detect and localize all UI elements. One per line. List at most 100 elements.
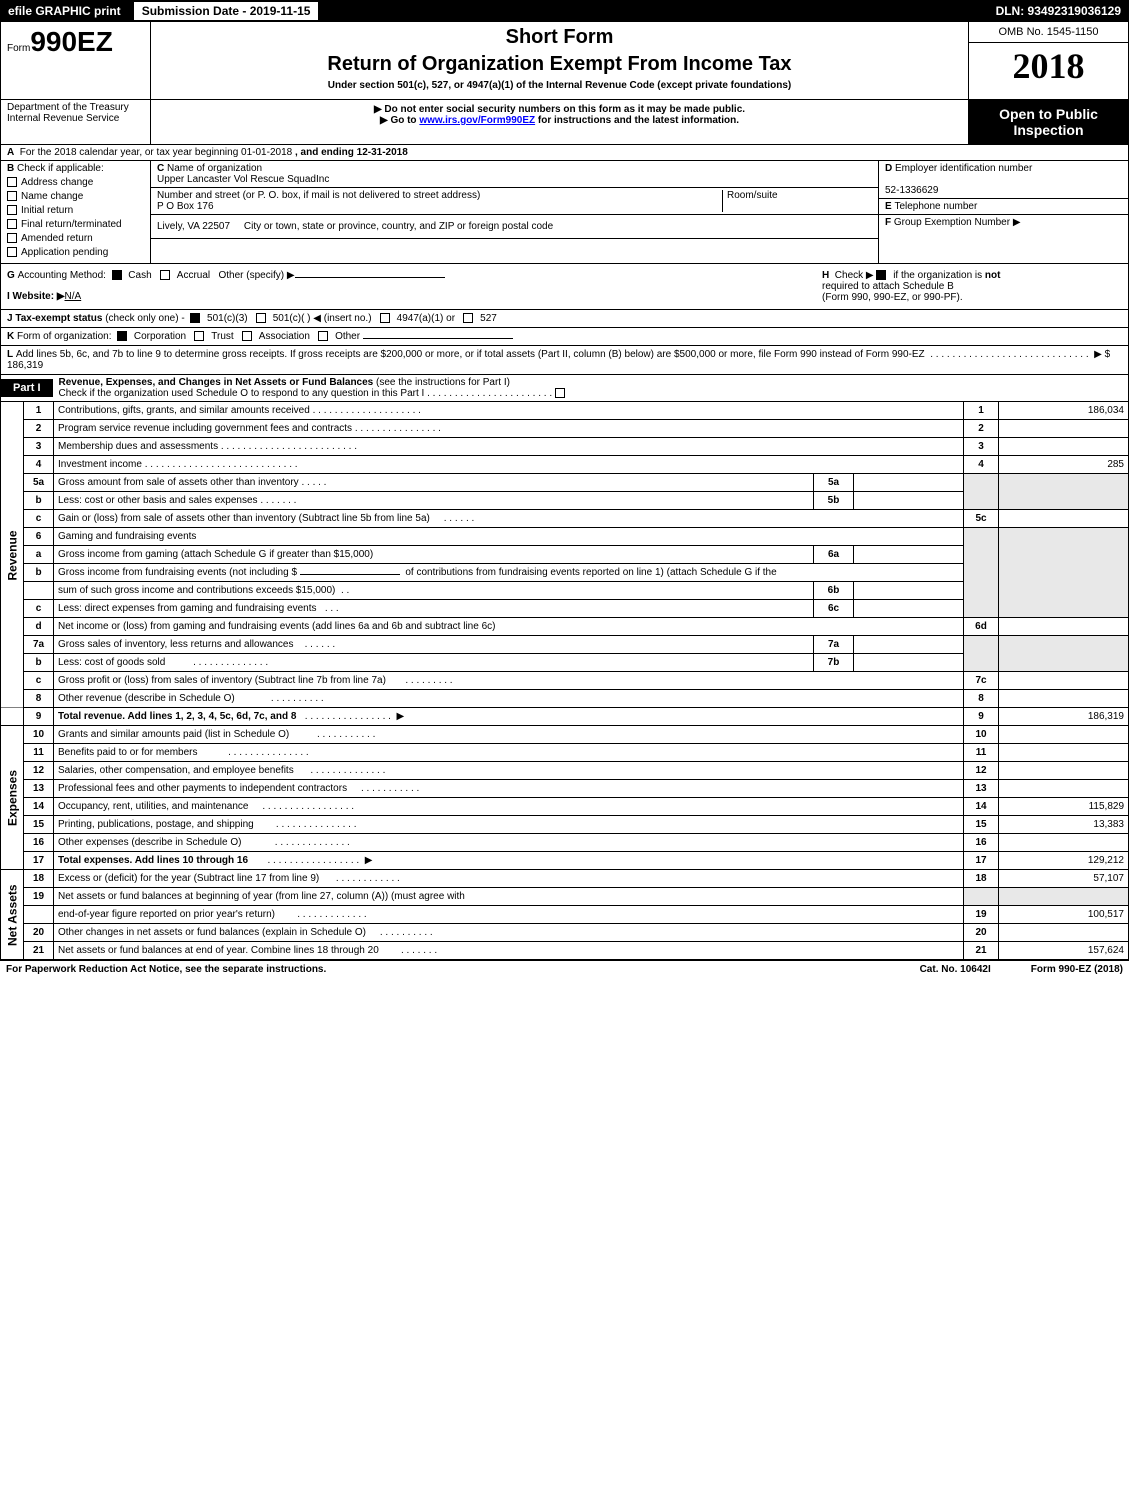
form-number: 990EZ: [30, 26, 113, 57]
submission-date: Submission Date - 2019-11-15: [133, 1, 320, 21]
j-opt1: 501(c)(3): [207, 313, 248, 324]
chk-label-1: Name change: [21, 191, 83, 202]
ln2-ln: 2: [964, 420, 999, 438]
section-j: J Tax-exempt status (check only one) - 5…: [0, 310, 1129, 328]
ln1-desc: Contributions, gifts, grants, and simila…: [58, 405, 310, 416]
acct-method: Accounting Method:: [18, 270, 106, 281]
dept-row: Department of the Treasury Internal Reve…: [0, 100, 1129, 145]
l-label: L: [7, 349, 13, 360]
line-14: 14 Occupancy, rent, utilities, and maint…: [1, 798, 1129, 816]
checkbox-corporation[interactable]: [117, 331, 127, 341]
under-section: Under section 501(c), 527, or 4947(a)(1)…: [155, 80, 964, 91]
k-trust: Trust: [211, 331, 233, 342]
dept-line2: Internal Revenue Service: [7, 113, 144, 124]
ln11-num: 11: [24, 744, 54, 762]
checkbox-accrual[interactable]: [160, 270, 170, 280]
dept-treasury: Department of the Treasury Internal Reve…: [1, 100, 151, 144]
checkbox-association[interactable]: [242, 331, 252, 341]
header-right: OMB No. 1545-1150 2018: [968, 22, 1128, 99]
ln6-num: 6: [24, 528, 54, 546]
checkbox-other-org[interactable]: [318, 331, 328, 341]
line-5a: 5a Gross amount from sale of assets othe…: [1, 474, 1129, 492]
line-20: 20 Other changes in net assets or fund b…: [1, 924, 1129, 942]
line-5c: c Gain or (loss) from sale of assets oth…: [1, 510, 1129, 528]
ln10-val: [999, 726, 1129, 744]
checkbox-initial-return[interactable]: [7, 205, 17, 215]
ln5c-num: c: [24, 510, 54, 528]
ln5-grey: [964, 474, 999, 510]
ln7b-mid: 7b: [814, 654, 854, 672]
tax-year: 2018: [969, 43, 1128, 89]
k-corp: Corporation: [134, 331, 186, 342]
netassets-vlabel: Net Assets: [1, 870, 24, 960]
line-6c: c Less: direct expenses from gaming and …: [1, 600, 1129, 618]
room-suite-box: Room/suite: [722, 190, 872, 212]
omb-number: OMB No. 1545-1150: [969, 22, 1128, 43]
ln4-desc: Investment income: [58, 459, 142, 470]
j-sub: (check only one) -: [105, 313, 184, 324]
dln-label: DLN: 93492319036129: [988, 4, 1129, 18]
ln6a-desc: Gross income from gaming (attach Schedul…: [58, 549, 373, 560]
org-addr: P O Box 176: [157, 201, 214, 212]
ln13-num: 13: [24, 780, 54, 798]
j-opt2: 501(c)( ) ◀ (insert no.): [273, 313, 372, 324]
revenue-vlabel: Revenue: [1, 402, 24, 708]
checkbox-application-pending[interactable]: [7, 247, 17, 257]
website-value: N/A: [65, 291, 82, 302]
ln5c-val: [999, 510, 1129, 528]
ln2-num: 2: [24, 420, 54, 438]
ln6d-val: [999, 618, 1129, 636]
goto-pre: ▶ Go to: [380, 115, 419, 126]
ln19-desc: Net assets or fund balances at beginning…: [58, 891, 465, 902]
ln7c-num: c: [24, 672, 54, 690]
ln18-val: 57,107: [999, 870, 1129, 888]
line-3: 3 Membership dues and assessments . . . …: [1, 438, 1129, 456]
ln6b-num: b: [24, 564, 54, 582]
section-k: K Form of organization: Corporation Trus…: [0, 328, 1129, 346]
city-label: City or town, state or province, country…: [244, 221, 553, 232]
section-c: C Name of organization Upper Lancaster V…: [151, 161, 878, 263]
form-header: Form990EZ Short Form Return of Organizat…: [0, 22, 1129, 100]
ln21-ln: 21: [964, 942, 999, 960]
checkbox-schedule-o[interactable]: [555, 388, 565, 398]
ln13-val: [999, 780, 1129, 798]
ln4-num: 4: [24, 456, 54, 474]
irs-link[interactable]: www.irs.gov/Form990EZ: [419, 115, 535, 126]
checkbox-501c[interactable]: [256, 313, 266, 323]
ln14-val: 115,829: [999, 798, 1129, 816]
ln7-greyval: [999, 636, 1129, 672]
h-text1: if the organization is: [893, 270, 982, 281]
checkbox-final-return[interactable]: [7, 219, 17, 229]
ln21-val: 157,624: [999, 942, 1129, 960]
ln16-ln: 16: [964, 834, 999, 852]
ln9-desc: Total revenue. Add lines 1, 2, 3, 4, 5c,…: [58, 711, 296, 722]
checkbox-amended-return[interactable]: [7, 233, 17, 243]
chk-label-5: Application pending: [21, 247, 108, 258]
chk-label-0: Address change: [21, 177, 93, 188]
ln19-greyval: [999, 888, 1129, 906]
ln6-grey: [964, 528, 999, 618]
ln5a-mid: 5a: [814, 474, 854, 492]
line-16: 16 Other expenses (describe in Schedule …: [1, 834, 1129, 852]
checkbox-address-change[interactable]: [7, 177, 17, 187]
other-label: Other (specify) ▶: [218, 270, 294, 281]
h-not: not: [985, 270, 1001, 281]
ln5-greyval: [999, 474, 1129, 510]
line-6b2: sum of such gross income and contributio…: [1, 582, 1129, 600]
checkbox-schedule-b[interactable]: [876, 270, 886, 280]
ln1-num: 1: [24, 402, 54, 420]
ln17-num: 17: [24, 852, 54, 870]
checkbox-501c3[interactable]: [190, 313, 200, 323]
part1-sub: (see the instructions for Part I): [376, 377, 510, 388]
ln10-ln: 10: [964, 726, 999, 744]
checkbox-cash[interactable]: [112, 270, 122, 280]
line-17: 17 Total expenses. Add lines 10 through …: [1, 852, 1129, 870]
ln19-num: 19: [24, 888, 54, 906]
checkbox-trust[interactable]: [194, 331, 204, 341]
checkbox-4947[interactable]: [380, 313, 390, 323]
cash-label: Cash: [128, 270, 151, 281]
ln6d-ln: 6d: [964, 618, 999, 636]
ln6d-num: d: [24, 618, 54, 636]
checkbox-name-change[interactable]: [7, 191, 17, 201]
checkbox-527[interactable]: [463, 313, 473, 323]
